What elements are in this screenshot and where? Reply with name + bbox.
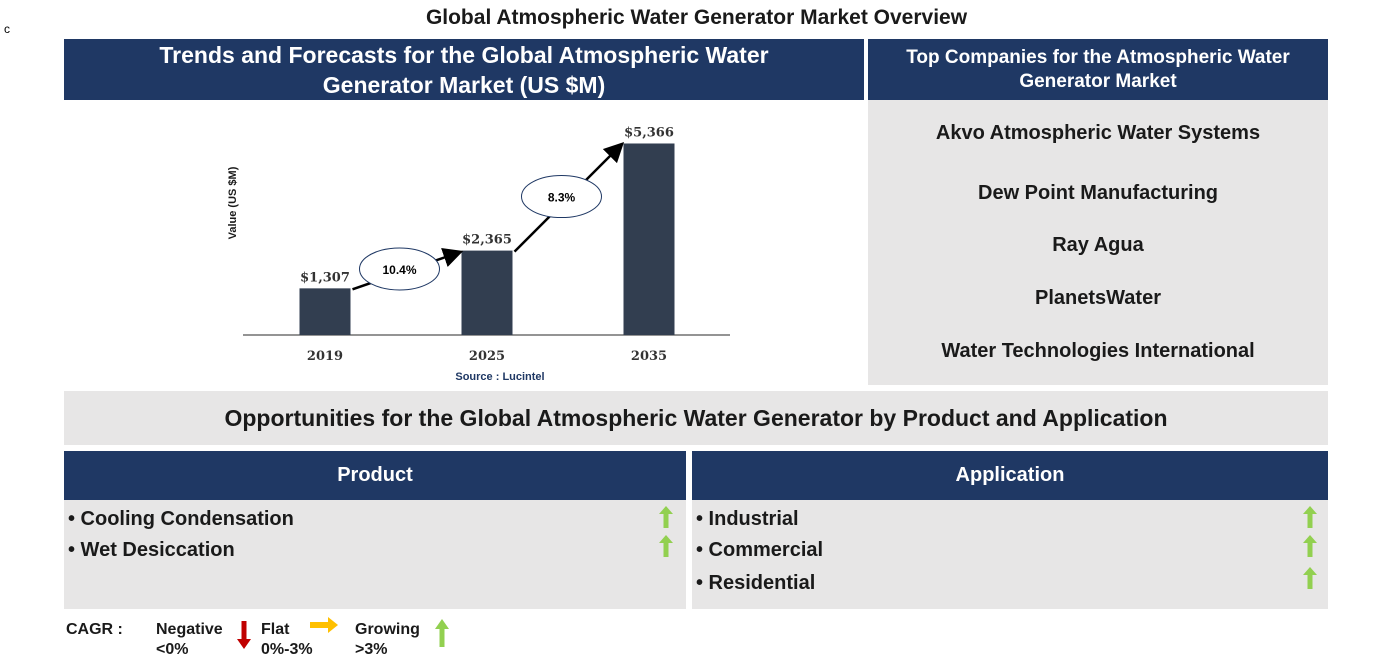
legend-flat-label: Flat <box>261 621 290 638</box>
product-item: • Wet Desiccation <box>68 539 235 561</box>
cagr-label: 10.4% <box>382 263 416 277</box>
growing-arrow-icon <box>659 506 673 528</box>
growing-arrow-icon <box>659 535 673 557</box>
bar-value-label: $1,307 <box>300 270 350 285</box>
growing-arrow-icon <box>1303 506 1317 528</box>
bar-chart-svg: Value (US $M) $1,307 2019 $2,365 2025 $5,366… <box>227 125 730 383</box>
company-item: Ray Agua <box>1052 234 1144 256</box>
opportunities-heading: Opportunities for the Global Atmospheric… <box>64 391 1328 445</box>
legend-growing-label: Growing <box>355 621 420 638</box>
bar-value-label: $2,365 <box>462 233 512 248</box>
growing-arrow-icon <box>435 619 449 647</box>
company-item: Water Technologies International <box>941 340 1255 362</box>
corner-letter: c <box>4 22 10 36</box>
x-tick-label: 2025 <box>469 349 505 364</box>
source-label: Source : Lucintel <box>455 371 544 383</box>
bar-2025 <box>461 250 513 335</box>
page-title: Global Atmospheric Water Generator Marke… <box>425 6 968 29</box>
application-heading: Application <box>692 451 1328 500</box>
application-panel: • Industrial • Commercial • Residential <box>692 500 1328 609</box>
application-item: • Residential <box>696 572 816 594</box>
flat-arrow-icon <box>310 617 338 633</box>
cagr-label: 8.3% <box>548 191 576 205</box>
company-item: PlanetsWater <box>1035 287 1161 309</box>
negative-arrow-icon <box>237 621 251 649</box>
y-axis-label: Value (US $M) <box>227 166 239 239</box>
product-panel: • Cooling Condensation • Wet Desiccation <box>64 500 686 609</box>
legend-negative-label: Negative <box>156 621 223 638</box>
application-item: • Industrial <box>696 508 799 530</box>
x-tick-label: 2035 <box>631 349 667 364</box>
cagr-bubble <box>359 247 440 291</box>
legend-negative: Negative <0% <box>156 620 223 660</box>
company-item: Dew Point Manufacturing <box>978 182 1218 204</box>
legend-negative-range: <0% <box>156 641 189 658</box>
market-chart: Value (US $M) $1,307 2019 $2,365 2025 $5,366… <box>190 108 770 388</box>
product-item: • Cooling Condensation <box>68 508 294 530</box>
legend-flat: Flat 0%-3% <box>261 620 313 660</box>
growing-arrow-icon <box>1303 535 1317 557</box>
growing-arrow-icon <box>1303 567 1317 589</box>
cagr-bubble <box>521 175 602 219</box>
product-heading: Product <box>64 451 686 500</box>
application-item: • Commercial <box>696 539 824 561</box>
top-companies-heading: Top Companies for the Atmospheric Water … <box>868 39 1328 100</box>
legend-growing-range: >3% <box>355 641 388 658</box>
trends-heading: Trends and Forecasts for the Global Atmo… <box>64 39 864 100</box>
bar-value-label: $5,366 <box>624 125 674 140</box>
company-item: Akvo Atmospheric Water Systems <box>935 122 1261 144</box>
cagr-legend-label: CAGR : <box>66 621 123 638</box>
bar-2019 <box>299 288 351 335</box>
bar-2035 <box>623 143 675 335</box>
legend-flat-range: 0%-3% <box>261 641 313 658</box>
top-companies-panel: Akvo Atmospheric Water Systems Dew Point… <box>868 100 1328 385</box>
x-tick-label: 2019 <box>307 349 343 364</box>
legend-growing: Growing >3% <box>355 620 420 660</box>
